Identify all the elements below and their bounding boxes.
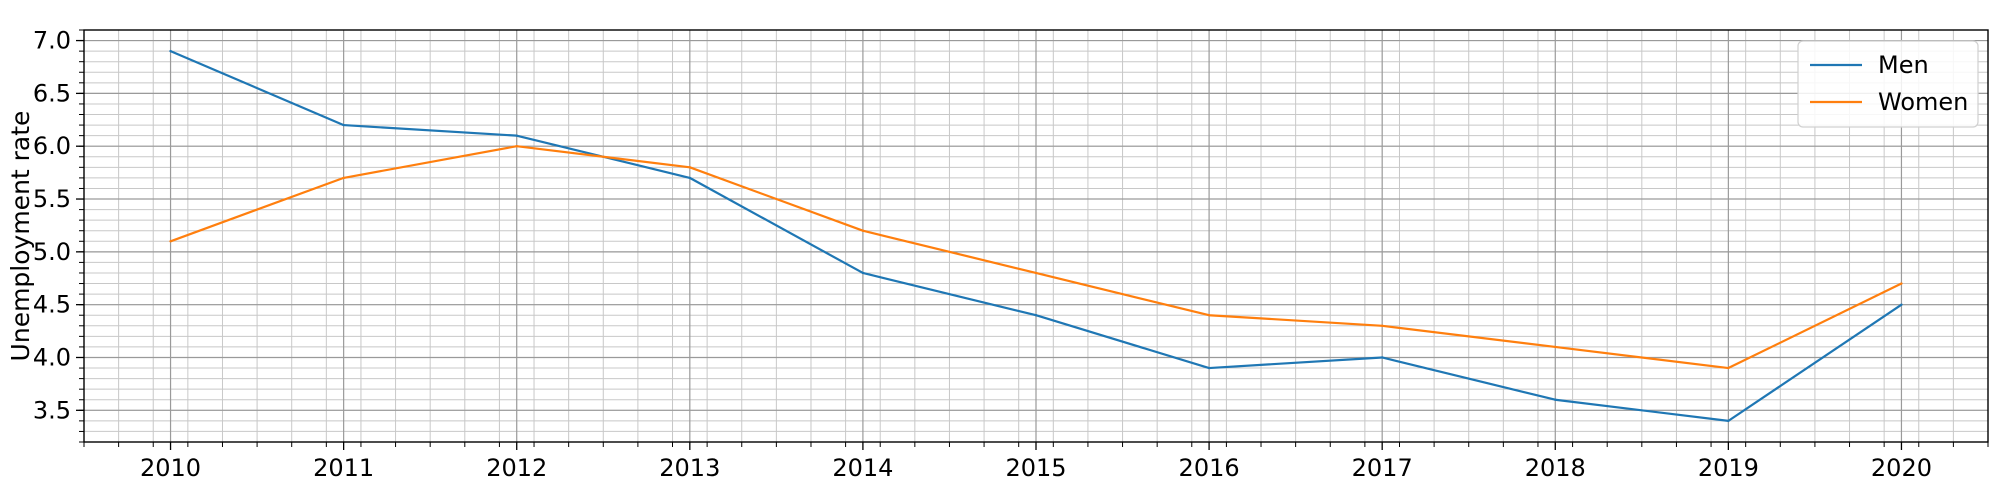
legend-box [1797,40,1979,128]
y-tick-label: 5.0 [33,238,71,266]
data-point-women [1727,366,1730,370]
y-tick-label: 4.5 [33,291,71,319]
y-axis-label: Unemployment rate [6,111,35,362]
x-axis-tick-labels: 2010 2011 2012 2013 2014 2015 2016 2017 2018 2019… [140,454,1932,482]
legend: Men Women [1797,40,1979,128]
x-tick-label: 2016 [1179,454,1240,482]
x-tick-label: 2018 [1525,454,1586,482]
data-point-women [1554,345,1557,349]
y-tick-label: 4.0 [33,343,71,371]
data-point-women [1380,324,1384,327]
data-point-women [515,145,518,148]
major-grid [84,30,1988,442]
x-tick-label: 2014 [832,454,893,482]
data-point-men [342,123,345,127]
y-tick-label: 6.5 [33,79,71,107]
data-point-men [1727,419,1730,423]
data-point-men [1207,366,1211,370]
x-tick-label: 2015 [1005,454,1066,482]
legend-label-women: Women [1878,88,1968,116]
data-point-men [1034,314,1038,317]
y-tick-label: 5.5 [33,185,71,213]
x-tick-label: 2020 [1871,454,1932,482]
y-tick-label: 7.0 [33,27,71,55]
x-tick-label: 2012 [486,454,547,482]
data-point-women [1207,314,1211,317]
data-point-women [342,176,345,180]
y-axis-tick-labels: 3.5 4.0 4.5 5.0 5.5 6.0 6.5 7.0 [33,27,71,425]
data-point-men [688,176,692,180]
data-point-men [169,49,172,53]
x-tick-label: 2010 [140,454,201,482]
x-tick-label: 2017 [1352,454,1413,482]
data-point-women [169,240,172,243]
y-tick-label: 3.5 [33,396,71,424]
data-point-men [1554,398,1557,401]
x-tick-label: 2013 [659,454,720,482]
series-layer [169,49,1903,423]
data-point-women [861,229,865,232]
data-point-men [515,134,518,137]
x-tick-label: 2011 [313,454,374,482]
data-point-men [1380,356,1384,359]
data-point-women [688,166,692,169]
y-tick-label: 6.0 [33,132,71,160]
data-point-women [1034,271,1038,275]
x-tick-label: 2019 [1698,454,1759,482]
data-point-women [1900,282,1903,285]
data-point-men [1900,303,1903,306]
legend-label-men: Men [1878,51,1929,79]
axis-ticks [76,29,1989,450]
data-point-men [861,271,865,275]
